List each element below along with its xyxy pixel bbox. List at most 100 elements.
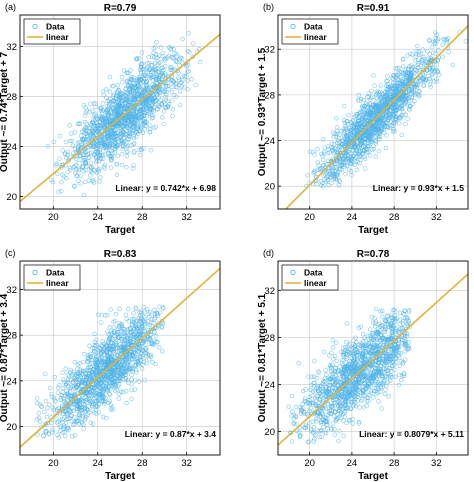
data-point bbox=[127, 336, 133, 341]
data-point bbox=[89, 388, 94, 394]
data-point bbox=[54, 161, 60, 167]
data-point bbox=[373, 319, 378, 324]
data-point bbox=[337, 159, 343, 165]
data-point bbox=[308, 428, 314, 433]
data-point bbox=[119, 141, 125, 146]
data-point bbox=[119, 344, 124, 349]
data-point bbox=[370, 320, 376, 325]
data-point bbox=[106, 332, 112, 337]
data-point bbox=[381, 104, 387, 110]
data-point bbox=[405, 75, 411, 81]
data-point bbox=[105, 131, 110, 136]
data-point bbox=[382, 97, 387, 103]
data-point bbox=[61, 396, 66, 401]
data-point bbox=[57, 156, 62, 161]
data-point bbox=[146, 329, 152, 335]
chart-title: R=0.79 bbox=[104, 3, 137, 14]
data-point bbox=[42, 409, 47, 415]
data-point bbox=[362, 154, 367, 160]
data-point bbox=[130, 100, 136, 106]
data-point bbox=[171, 79, 177, 84]
data-point bbox=[151, 46, 156, 51]
data-point bbox=[82, 415, 88, 421]
data-point bbox=[128, 111, 133, 117]
x-axis-label: Target bbox=[105, 225, 135, 236]
data-point bbox=[117, 93, 123, 98]
data-point bbox=[57, 382, 62, 388]
data-point bbox=[344, 133, 349, 138]
data-point bbox=[97, 138, 102, 143]
data-point bbox=[385, 74, 390, 79]
data-point bbox=[391, 86, 397, 91]
data-point bbox=[143, 320, 148, 325]
legend-marker-data bbox=[32, 23, 38, 30]
data-point bbox=[415, 43, 420, 49]
data-point bbox=[348, 406, 353, 411]
data-point bbox=[365, 132, 370, 137]
data-point bbox=[359, 104, 365, 110]
data-point bbox=[128, 367, 134, 372]
data-point bbox=[72, 384, 77, 389]
fit-equation: Linear: y = 0.742*x + 6.98 bbox=[115, 183, 216, 193]
data-point bbox=[321, 137, 326, 142]
data-point bbox=[351, 403, 356, 409]
data-point bbox=[170, 84, 175, 90]
data-point bbox=[50, 430, 55, 435]
data-point bbox=[113, 133, 119, 138]
data-point bbox=[83, 131, 89, 137]
data-point bbox=[118, 96, 124, 101]
data-point bbox=[152, 329, 157, 335]
data-point bbox=[134, 129, 140, 135]
data-point bbox=[45, 405, 50, 411]
data-point bbox=[71, 415, 77, 420]
data-point bbox=[397, 84, 402, 90]
data-point bbox=[139, 310, 144, 316]
data-point bbox=[342, 118, 347, 123]
data-point bbox=[147, 74, 152, 80]
data-point bbox=[77, 415, 82, 420]
data-point bbox=[79, 419, 85, 425]
data-point bbox=[131, 311, 136, 316]
data-point bbox=[397, 115, 403, 120]
data-point bbox=[71, 150, 76, 156]
data-point bbox=[176, 70, 181, 76]
data-point bbox=[157, 310, 163, 315]
data-point bbox=[68, 409, 73, 414]
data-point bbox=[160, 349, 165, 354]
data-point bbox=[397, 96, 403, 102]
data-point bbox=[356, 92, 361, 98]
data-point bbox=[339, 361, 345, 366]
data-point bbox=[64, 412, 70, 418]
data-point bbox=[63, 139, 69, 145]
data-point bbox=[306, 374, 311, 379]
data-point bbox=[348, 131, 353, 137]
data-point bbox=[406, 64, 412, 69]
data-point bbox=[90, 108, 95, 114]
data-point bbox=[65, 425, 70, 430]
data-point bbox=[400, 318, 406, 324]
x-axis-label: Target bbox=[358, 225, 388, 236]
data-point bbox=[155, 69, 160, 74]
data-point bbox=[142, 320, 147, 325]
data-point bbox=[330, 421, 336, 426]
data-point bbox=[162, 58, 168, 63]
data-point bbox=[154, 97, 159, 103]
data-point bbox=[88, 420, 94, 425]
data-point bbox=[335, 369, 341, 374]
data-point bbox=[65, 393, 71, 398]
data-point bbox=[398, 96, 403, 101]
data-point bbox=[139, 366, 145, 371]
data-point bbox=[179, 80, 184, 85]
data-point bbox=[152, 105, 157, 110]
data-point bbox=[100, 338, 105, 344]
data-point bbox=[153, 361, 158, 367]
data-point bbox=[444, 40, 450, 45]
data-point bbox=[177, 89, 183, 94]
data-point bbox=[174, 54, 180, 59]
data-point bbox=[91, 393, 96, 398]
data-point bbox=[82, 352, 87, 357]
data-point bbox=[42, 422, 48, 427]
data-point bbox=[323, 378, 328, 383]
data-point bbox=[428, 65, 433, 71]
data-point bbox=[88, 121, 93, 126]
